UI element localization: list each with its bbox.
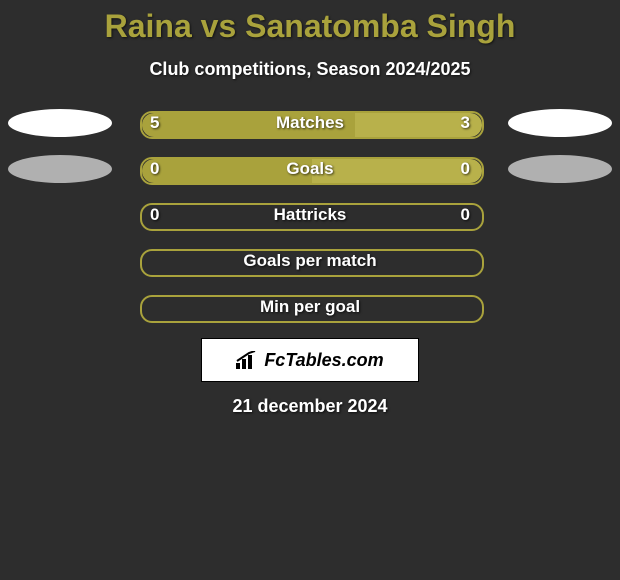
stat-value-right: 0	[461, 154, 470, 184]
stat-row: Min per goal	[0, 292, 620, 322]
left-oval-icon	[8, 109, 112, 137]
chart-icon	[236, 351, 258, 369]
stat-row: Goals per match	[0, 246, 620, 276]
stat-row: Matches5 3	[0, 108, 620, 138]
page-title: Raina vs Sanatomba Singh	[0, 8, 620, 45]
left-oval-icon	[8, 155, 112, 183]
stat-label: Min per goal	[140, 292, 480, 322]
page-subtitle: Club competitions, Season 2024/2025	[0, 59, 620, 80]
stat-label: Hattricks	[140, 200, 480, 230]
stat-value-left: 0	[150, 200, 159, 230]
logo-text: FcTables.com	[264, 350, 383, 371]
stat-label: Matches	[140, 108, 480, 138]
logo-box: FcTables.com	[201, 338, 419, 382]
comparison-widget: Raina vs Sanatomba Singh Club competitio…	[0, 0, 620, 580]
stats-rows: Matches53Goals00Hattricks00Goals per mat…	[0, 108, 620, 322]
stat-value-left: 0	[150, 154, 159, 184]
stat-value-right: 3	[461, 108, 470, 138]
stat-value-left: 5	[150, 108, 159, 138]
right-oval-icon	[508, 155, 612, 183]
stat-row: Hattricks0 0	[0, 200, 620, 230]
stat-label: Goals	[140, 154, 480, 184]
right-oval-icon	[508, 109, 612, 137]
stat-row: Goals0 0	[0, 154, 620, 184]
stat-value-right: 0	[461, 200, 470, 230]
date-text: 21 december 2024	[0, 396, 620, 417]
stat-label: Goals per match	[140, 246, 480, 276]
